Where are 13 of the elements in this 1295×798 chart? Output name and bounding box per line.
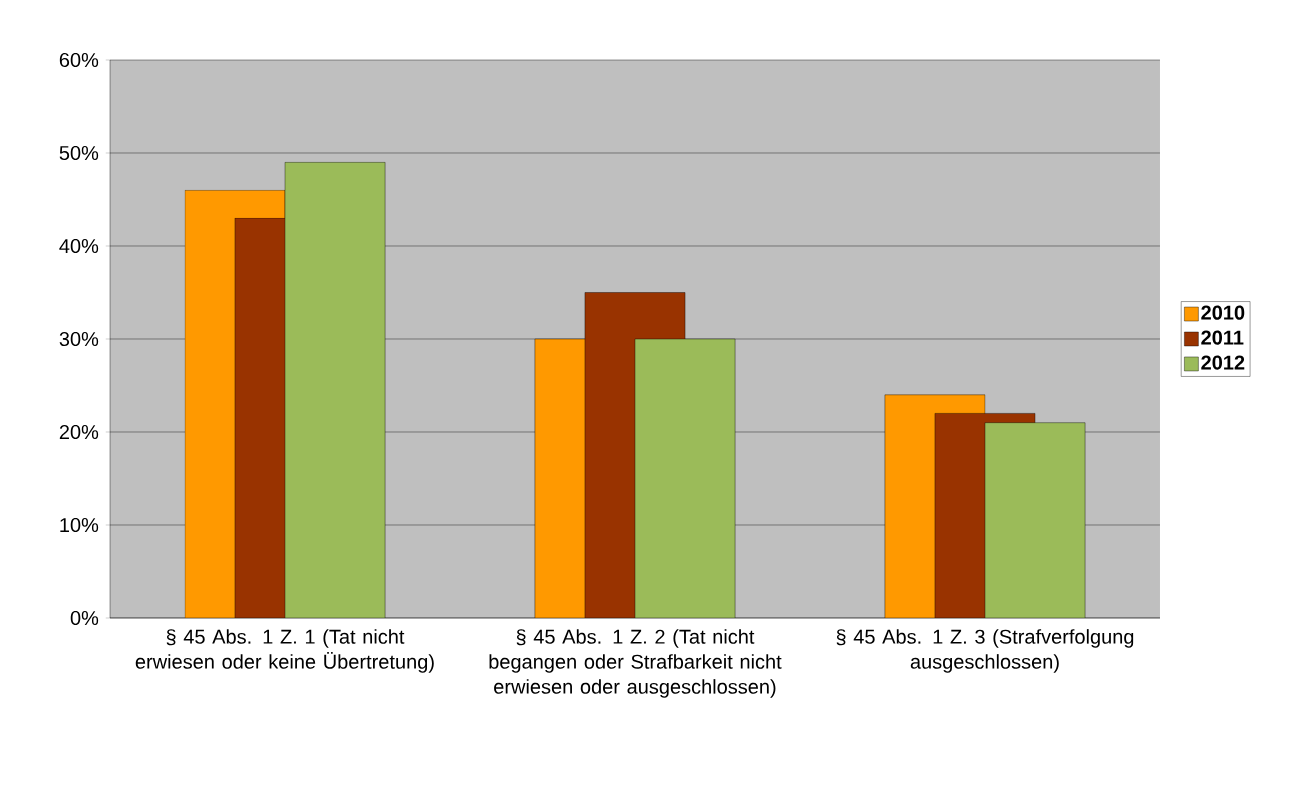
- y-tick-label: 50%: [59, 145, 99, 161]
- legend-label: 2012: [1201, 355, 1245, 370]
- legend-label: 2011: [1201, 330, 1244, 345]
- y-tick-label: 60%: [59, 52, 99, 68]
- x-tick-label: § 45 Abs. 1 Z. 2 (Tat nicht begangen oder Strafbarkeit nicht erwiesen oder ausgeschlossen): [489, 629, 782, 698]
- y-tick-label: 10%: [60, 517, 99, 533]
- y-tick-label: 0%: [70, 610, 99, 626]
- y-tick-label: 30%: [59, 331, 99, 347]
- legend-label: 2010: [1201, 305, 1245, 320]
- y-tick-label: 20%: [59, 424, 99, 440]
- y-tick-label: 40%: [59, 238, 99, 254]
- x-tick-label: § 45 Abs. 1 Z. 1 (Tat nicht erwiesen oder keine Übertretung): [135, 629, 434, 673]
- x-tick-label: § 45 Abs. 1 Z. 3 (Strafverfolgung ausgeschlossen): [836, 629, 1134, 673]
